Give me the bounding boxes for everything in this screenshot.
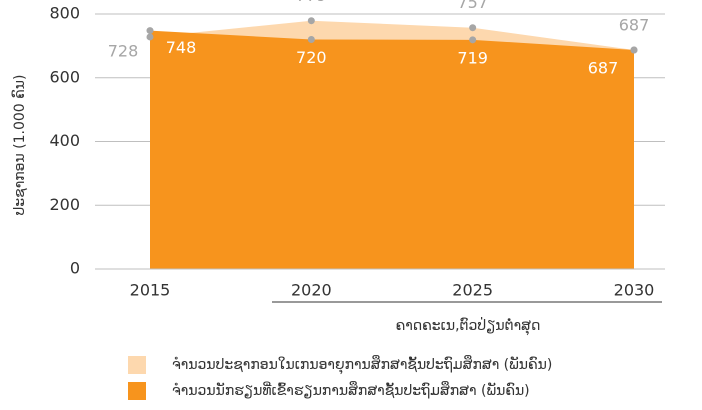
legend-swatch: [128, 356, 146, 374]
marker: [469, 36, 477, 44]
x-tick-label: 2025: [452, 281, 493, 300]
marker: [307, 17, 315, 25]
y-tick-label: 0: [70, 259, 80, 278]
y-tick-label: 200: [49, 195, 80, 214]
marker: [307, 36, 315, 43]
data-label: 687: [619, 16, 650, 35]
marker: [146, 27, 154, 35]
area: [150, 30, 634, 270]
data-label: 748: [166, 38, 197, 57]
y-tick-label: 800: [49, 4, 80, 23]
data-label: 720: [296, 48, 327, 67]
data-label: 779: [296, 0, 327, 5]
annotation: ຄາດຄະເນ,ຕົວປ່ຽນຕ່ຳສຸດ: [396, 316, 541, 335]
y-axis-label: ປະຊາກອນ (1.000 ຄົນ): [12, 75, 28, 216]
data-label: 687: [588, 59, 619, 78]
x-tick-label: 2030: [614, 281, 655, 300]
marker: [146, 33, 154, 41]
marker: [630, 46, 638, 54]
data-label: 757: [457, 0, 488, 12]
x-tick-label: 2015: [130, 281, 171, 300]
legend-label: ຈຳນວນປະຊາກອນໃນເກນອາຍຸການສຶກສາຊັ້ນປະຖົມສຶ…: [172, 355, 552, 374]
legend-label: ຈຳນວນນັກຮຽນທີ່ເຂົ້າຮຽນການສຶກສາຊັ້ນປະຖົມສ…: [172, 381, 530, 399]
marker: [469, 24, 477, 32]
y-tick-label: 600: [49, 67, 80, 86]
data-label: 719: [457, 48, 488, 67]
legend-swatch: [128, 382, 146, 400]
x-tick-label: 2020: [291, 281, 332, 300]
data-label: 728: [108, 41, 139, 60]
y-tick-label: 400: [49, 131, 80, 150]
